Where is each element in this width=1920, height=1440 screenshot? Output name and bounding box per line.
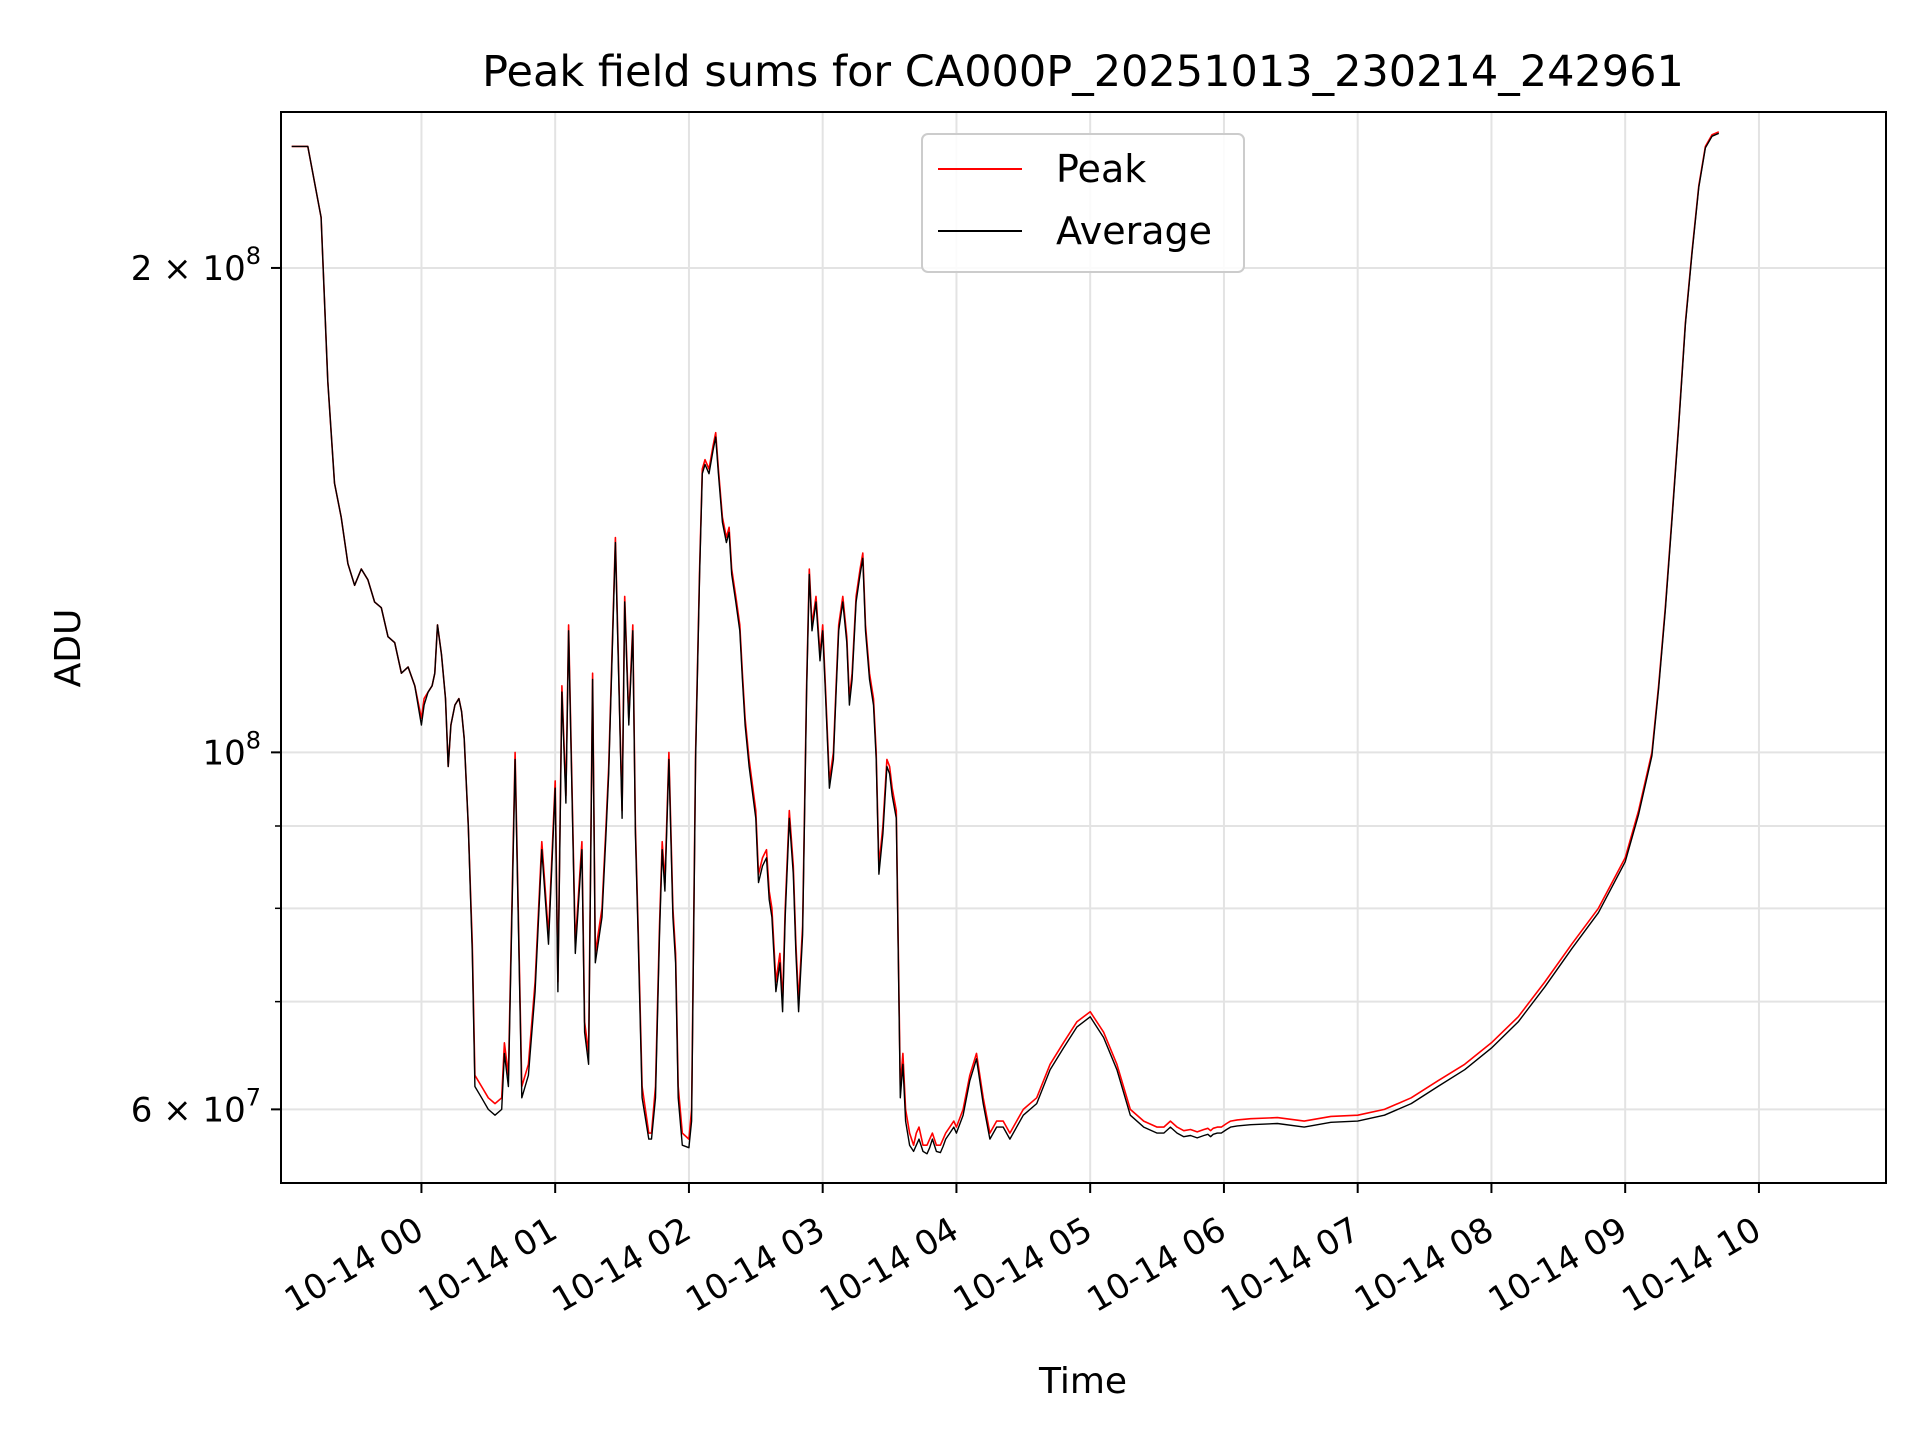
- y-tick-label: 6 × 107: [131, 1083, 261, 1130]
- y-tick-label-exponent: 8: [246, 726, 261, 754]
- grid: [281, 112, 1886, 1183]
- y-tick-label-base: 6 × 10: [131, 1090, 246, 1130]
- y-tick-label-base: 2 × 10: [131, 249, 246, 289]
- chart-title: Peak field sums for CA000P_20251013_2302…: [482, 47, 1684, 97]
- y-tick-label: 108: [202, 726, 261, 773]
- x-axis-label: Time: [1038, 1361, 1127, 1402]
- axes-frame: [280, 111, 1887, 1184]
- legend-label-peak: Peak: [1056, 147, 1146, 191]
- y-tick-label-exponent: 7: [246, 1083, 261, 1111]
- y-tick-label-base: 10: [202, 733, 245, 773]
- legend: Peak Average: [921, 133, 1245, 273]
- plot-series: [291, 131, 1720, 1155]
- y-axis-label: ADU: [48, 609, 89, 688]
- y-tick-label: 2 × 108: [131, 242, 261, 289]
- y-tick-label-exponent: 8: [246, 242, 261, 270]
- legend-label-average: Average: [1056, 209, 1212, 253]
- series-line-average: [291, 132, 1720, 1155]
